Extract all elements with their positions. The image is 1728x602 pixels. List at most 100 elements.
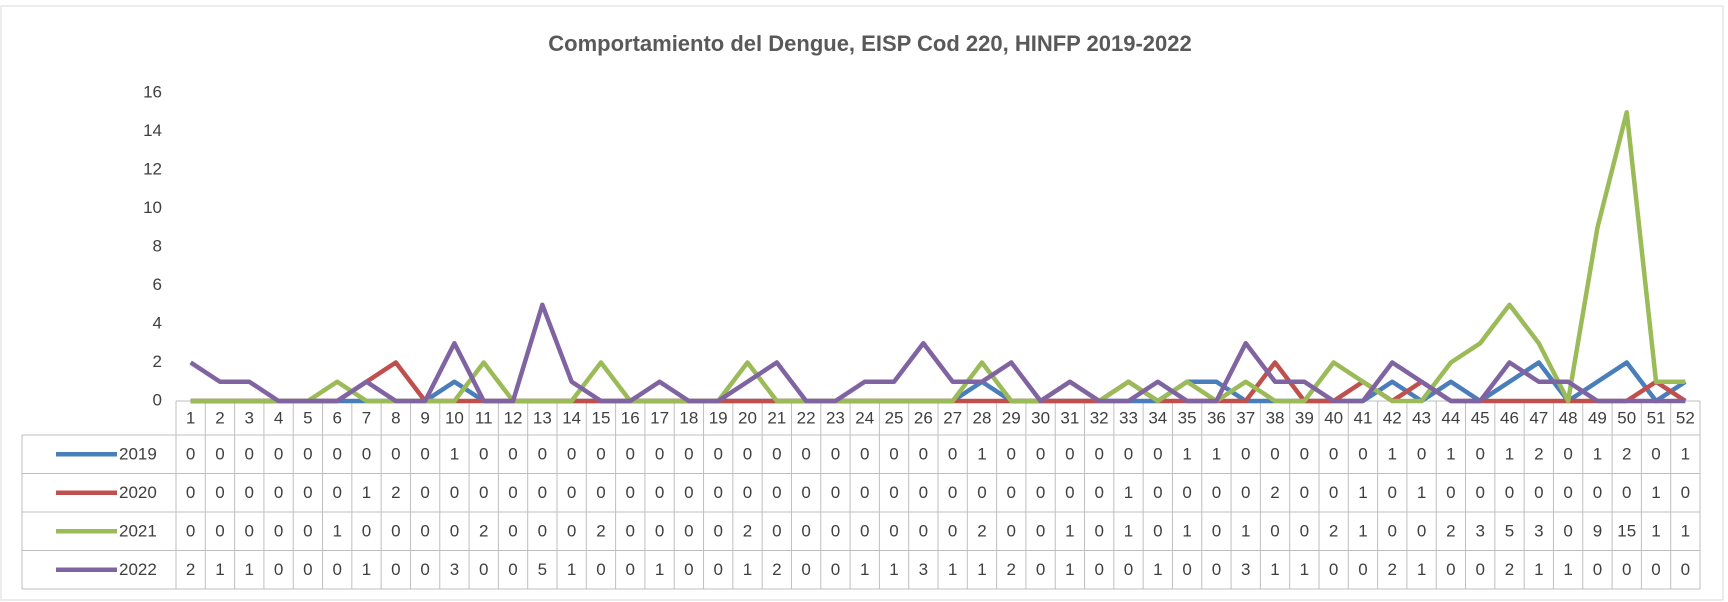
table-cell: 1	[1446, 445, 1455, 464]
table-cell: 0	[538, 483, 547, 502]
legend-label: 2020	[119, 483, 157, 502]
x-tick-label: 5	[303, 408, 312, 427]
y-tick-label: 6	[153, 275, 162, 294]
table-cell: 5	[1505, 522, 1514, 541]
table-cell: 2	[1534, 445, 1543, 464]
table-cell: 0	[215, 445, 224, 464]
series-line	[189, 302, 1686, 404]
x-tick-label: 21	[767, 408, 786, 427]
table-cell: 1	[245, 560, 254, 579]
table-cell: 0	[567, 522, 576, 541]
x-tick-label: 45	[1471, 408, 1490, 427]
table-cell: 0	[596, 483, 605, 502]
x-tick-label: 11	[475, 408, 493, 427]
table-cell: 0	[1417, 522, 1426, 541]
table-cell: 1	[1651, 522, 1660, 541]
table-cell: 0	[274, 445, 283, 464]
table-cell: 1	[1417, 560, 1426, 579]
x-tick-label: 6	[332, 408, 341, 427]
x-tick-label: 38	[1266, 408, 1285, 427]
table-cell: 0	[801, 483, 810, 502]
table-cell: 0	[1036, 445, 1045, 464]
x-tick-label: 20	[738, 408, 757, 427]
table-cell: 0	[479, 445, 488, 464]
table-cell: 1	[1153, 560, 1162, 579]
y-tick-label: 10	[143, 198, 162, 217]
x-tick-label: 43	[1412, 408, 1431, 427]
table-cell: 0	[860, 445, 869, 464]
x-tick-label: 24	[855, 408, 874, 427]
table-cell: 0	[1300, 522, 1309, 541]
table-cell: 3	[450, 560, 459, 579]
x-tick-label: 27	[943, 408, 962, 427]
x-tick-label: 26	[914, 408, 933, 427]
table-cell: 0	[626, 445, 635, 464]
table-cell: 0	[860, 483, 869, 502]
table-cell: 1	[362, 560, 371, 579]
table-cell: 0	[1065, 445, 1074, 464]
x-tick-label: 19	[709, 408, 728, 427]
table-cell: 0	[1563, 522, 1572, 541]
table-cell: 0	[977, 483, 986, 502]
table-cell: 0	[684, 483, 693, 502]
x-tick-label: 3	[245, 408, 254, 427]
table-cell: 1	[1124, 483, 1133, 502]
table-cell: 0	[1212, 560, 1221, 579]
table-cell: 0	[332, 445, 341, 464]
table-cell: 0	[919, 445, 928, 464]
table-cell: 1	[860, 560, 869, 579]
y-tick-label: 8	[153, 236, 162, 255]
table-cell: 1	[1182, 445, 1191, 464]
table-cell: 1	[977, 445, 986, 464]
table-cell: 0	[772, 445, 781, 464]
x-tick-label: 30	[1031, 408, 1050, 427]
x-tick-label: 8	[391, 408, 400, 427]
x-tick-label: 49	[1588, 408, 1607, 427]
table-cell: 9	[1593, 522, 1602, 541]
table-cell: 1	[889, 560, 898, 579]
table-cell: 0	[1475, 560, 1484, 579]
table-cell: 0	[1270, 522, 1279, 541]
table-cell: 0	[479, 483, 488, 502]
table-cell: 0	[508, 522, 517, 541]
x-tick-label: 22	[797, 408, 816, 427]
legend-label: 2022	[119, 560, 157, 579]
table-cell: 0	[1153, 445, 1162, 464]
table-cell: 0	[303, 445, 312, 464]
table-cell: 0	[713, 445, 722, 464]
table-cell: 0	[245, 483, 254, 502]
table-cell: 0	[1622, 560, 1631, 579]
table-cell: 0	[1358, 560, 1367, 579]
table-cell: 3	[1534, 522, 1543, 541]
x-tick-label: 28	[973, 408, 992, 427]
table-cell: 0	[450, 522, 459, 541]
table-cell: 0	[831, 522, 840, 541]
table-cell: 0	[538, 445, 547, 464]
y-tick-label: 14	[143, 121, 162, 140]
table-cell: 0	[684, 445, 693, 464]
table-cell: 0	[1036, 483, 1045, 502]
table-cell: 0	[655, 483, 664, 502]
table-cell: 0	[801, 560, 810, 579]
x-tick-label: 17	[650, 408, 669, 427]
y-tick-label: 12	[143, 159, 162, 178]
table-cell: 0	[508, 445, 517, 464]
table-cell: 0	[274, 560, 283, 579]
table-cell: 1	[743, 560, 752, 579]
table-cell: 0	[1505, 483, 1514, 502]
table-cell: 0	[391, 522, 400, 541]
table-cell: 1	[1212, 445, 1221, 464]
table-cell: 0	[889, 445, 898, 464]
table-cell: 0	[1563, 445, 1572, 464]
table-cell: 0	[684, 522, 693, 541]
table-cell: 1	[1681, 522, 1690, 541]
table-cell: 0	[1388, 522, 1397, 541]
table-cell: 2	[1329, 522, 1338, 541]
table-cell: 1	[1563, 560, 1572, 579]
x-tick-label: 48	[1559, 408, 1578, 427]
table-cell: 0	[1270, 445, 1279, 464]
table-cell: 0	[1124, 445, 1133, 464]
table-cell: 1	[332, 522, 341, 541]
table-cell: 1	[1124, 522, 1133, 541]
y-tick-label: 4	[153, 313, 162, 332]
